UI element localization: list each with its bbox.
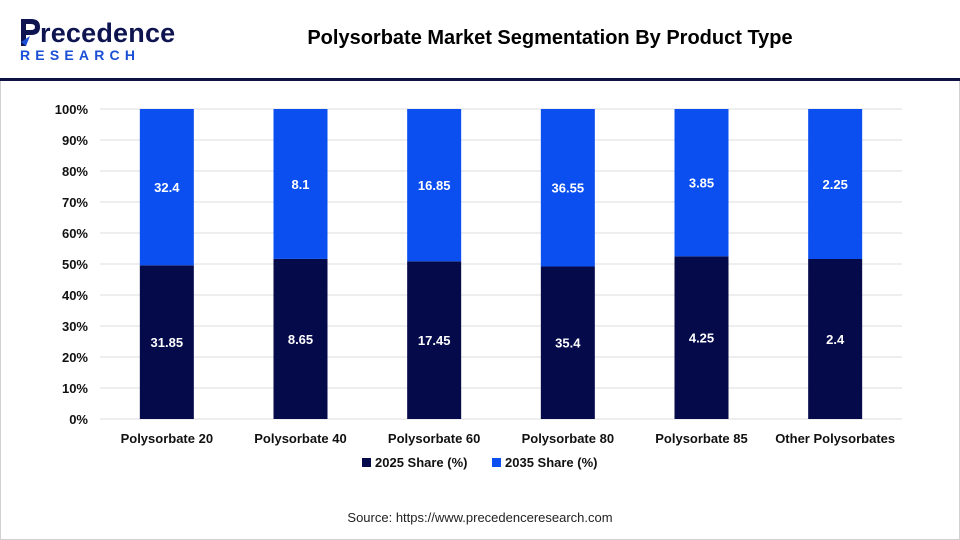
bars — [139, 109, 863, 419]
bar-2035 — [540, 109, 595, 267]
x-tick-label: Polysorbate 60 — [388, 431, 481, 446]
x-tick-label: Polysorbate 80 — [522, 431, 615, 446]
bar-2035 — [139, 109, 194, 266]
y-tick-label: 80% — [62, 164, 88, 179]
brand-logo: recedence RESEARCH — [18, 14, 175, 66]
data-label-2035: 32.4 — [154, 180, 180, 195]
source-note: Source: https://www.precedenceresearch.c… — [347, 510, 613, 525]
bar-2025 — [808, 259, 863, 419]
y-tick-label: 20% — [62, 350, 88, 365]
bar-2025 — [273, 258, 328, 419]
legend: 2025 Share (%) 2035 Share (%) — [362, 455, 598, 470]
bar-2025 — [407, 261, 462, 419]
header: recedence RESEARCH Polysorbate Market Se… — [0, 0, 960, 78]
x-tick-label: Polysorbate 85 — [655, 431, 748, 446]
data-label-2035: 2.25 — [823, 177, 848, 192]
data-label-2035: 16.85 — [418, 178, 451, 193]
data-label-2025: 4.25 — [689, 331, 714, 346]
bar-2035 — [407, 109, 462, 262]
data-label-2025: 17.45 — [418, 333, 451, 348]
chart-title: Polysorbate Market Segmentation By Produ… — [307, 27, 793, 49]
gridlines — [100, 108, 902, 420]
x-tick-label: Polysorbate 40 — [254, 431, 347, 446]
header-divider — [0, 78, 960, 81]
data-label-2035: 8.1 — [291, 177, 309, 192]
legend-swatch — [492, 458, 501, 467]
x-tick-label: Other Polysorbates — [775, 431, 895, 446]
bar-2025 — [674, 256, 729, 419]
logo-text: recedence — [40, 18, 176, 48]
data-label-2025: 8.65 — [288, 332, 313, 347]
legend-label: 2025 Share (%) — [375, 455, 468, 470]
y-tick-label: 60% — [62, 226, 88, 241]
data-label-2035: 36.55 — [552, 181, 585, 196]
data-label-2025: 35.4 — [555, 336, 581, 351]
y-tick-label: 10% — [62, 381, 88, 396]
y-tick-label: 100% — [55, 102, 89, 117]
legend-swatch — [362, 458, 371, 467]
logo-p-icon — [21, 19, 40, 46]
y-tick-label: 70% — [62, 195, 88, 210]
logo-subtext: RESEARCH — [20, 47, 141, 63]
bar-2035 — [674, 109, 729, 257]
bar-2025 — [540, 266, 595, 419]
y-tick-label: 90% — [62, 133, 88, 148]
data-label-2025: 2.4 — [826, 332, 845, 347]
data-label-2035: 3.85 — [689, 176, 714, 191]
y-tick-label: 30% — [62, 319, 88, 334]
bar-2035 — [273, 109, 328, 259]
y-tick-label: 0% — [69, 412, 88, 427]
legend-label: 2035 Share (%) — [505, 455, 598, 470]
y-tick-label: 40% — [62, 288, 88, 303]
x-axis-ticks: Polysorbate 20 Polysorbate 40 Polysorbate … — [121, 431, 896, 446]
y-axis-ticks: 0% 10% 20% 30% 40% 50% 60% 70% 80% 90% 100% — [55, 102, 89, 427]
y-tick-label: 50% — [62, 257, 88, 272]
data-labels: 31.85 32.4 8.65 8.1 17.45 16.85 35.4 36.55 4.25 3… — [151, 176, 848, 351]
data-label-2025: 31.85 — [151, 335, 184, 350]
bar-2035 — [808, 109, 863, 259]
bar-2025 — [139, 265, 194, 419]
x-tick-label: Polysorbate 20 — [121, 431, 214, 446]
